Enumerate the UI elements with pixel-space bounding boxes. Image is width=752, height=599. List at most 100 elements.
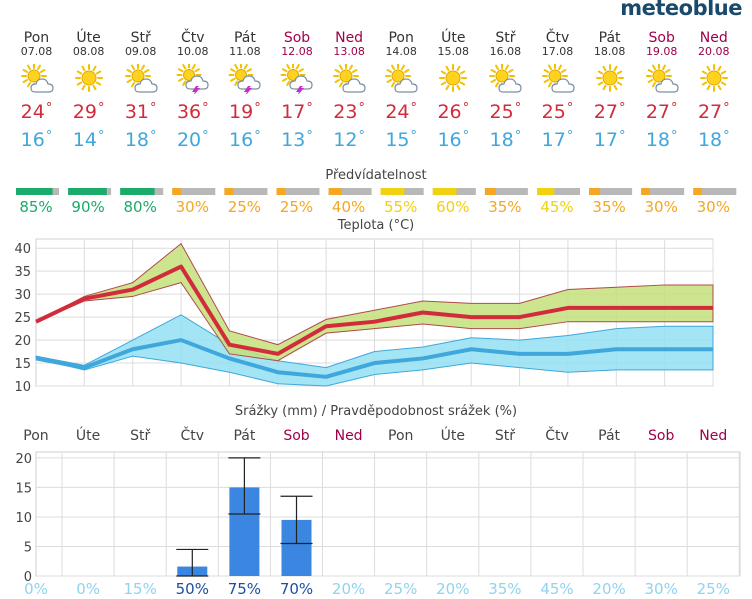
max-temperature-value: 27	[645, 101, 671, 123]
temperature-tick-label: 35	[14, 265, 31, 280]
min-temperature: 20°	[167, 129, 219, 151]
precipitation-tick-label: 5	[24, 540, 32, 555]
predictability-value: 55%	[384, 198, 417, 216]
day-date: 13.08	[333, 45, 365, 58]
day-date: 16.08	[489, 45, 522, 58]
day-column-7[interactable]: Pon 14.08 24° 15°	[375, 30, 427, 151]
day-column-6[interactable]: Ned 13.08 23° 12°	[323, 30, 375, 151]
day-column-9[interactable]: Stř 16.08 25° 18°	[479, 30, 531, 151]
max-temperature: 24°	[375, 101, 427, 123]
day-column-5[interactable]: Sob 12.08 17° 13°	[271, 30, 323, 151]
precipitation-probability: 0%	[24, 580, 48, 598]
day-column-0[interactable]: Pon 07.08 24° 16°	[11, 30, 63, 151]
precipitation-day-label: Sob	[648, 428, 674, 444]
predictability-value: 30%	[176, 198, 209, 216]
precipitation-probability: 45%	[540, 580, 573, 598]
predictability-value: 90%	[71, 198, 104, 216]
degree-sign: °	[150, 101, 157, 116]
precipitation-day-label: Čtv	[181, 426, 205, 444]
day-name: Pát	[233, 30, 256, 46]
min-temperature: 15°	[375, 129, 427, 151]
degree-sign: °	[671, 101, 678, 116]
predictability-value: 30%	[645, 198, 678, 216]
min-temperature-value: 17	[541, 129, 566, 151]
degree-sign: °	[671, 129, 678, 144]
day-date: 19.08	[645, 45, 678, 58]
min-temperature-value: 18	[489, 129, 514, 151]
day-column-2[interactable]: Stř 09.08 31° 18°	[115, 30, 167, 151]
min-temperature: 16°	[427, 129, 479, 151]
max-temperature-value: 17	[281, 101, 306, 123]
day-column-13[interactable]: Ned 20.08 27° 18°	[688, 30, 740, 151]
day-name: Úte	[76, 30, 101, 46]
max-temperature-band	[35, 242, 714, 362]
temperature-tick-label: 10	[14, 380, 31, 394]
max-temperature-value: 24	[385, 101, 410, 123]
precipitation-day-label: Úte	[76, 426, 100, 444]
day-name: Pon	[388, 30, 414, 46]
max-temperature-value: 24	[20, 101, 45, 123]
degree-sign: °	[202, 101, 209, 116]
day-column-3[interactable]: Čtv 10.08 36° 20°	[167, 30, 219, 151]
day-name: Sob	[283, 30, 311, 46]
predictability-title: Předvídatelnost	[325, 168, 427, 183]
predictability-fill	[276, 188, 286, 195]
predictability-fill	[589, 188, 600, 195]
day-column-8[interactable]: Úte 15.08 26° 16°	[427, 30, 479, 151]
precipitation-day-label: Čtv	[545, 426, 569, 444]
day-column-4[interactable]: Pát 11.08 19° 16°	[219, 30, 271, 151]
predictability-bars: 85% 90% 80% 30% 25% 25% 40% 55% 60% 35% 45% 35% 30% 3…	[16, 188, 737, 216]
day-column-1[interactable]: Úte 08.08 29° 14°	[63, 30, 115, 151]
day-date: 14.08	[385, 45, 417, 58]
precipitation-probability: 35%	[488, 580, 521, 598]
sun-cloud-icon	[384, 63, 418, 94]
max-temperature: 27°	[636, 101, 688, 123]
predictability-value: 40%	[332, 198, 365, 216]
min-temperature-value: 18	[124, 129, 150, 151]
predictability-track	[693, 188, 737, 195]
precipitation-tick-label: 10	[15, 511, 32, 526]
predictability-track	[224, 188, 268, 195]
thunderstorm-icon	[228, 62, 262, 96]
day-date: 12.08	[281, 45, 313, 58]
precipitation-day-label: Ned	[335, 428, 363, 444]
max-temperature: 25°	[532, 101, 584, 123]
predictability-fill	[68, 188, 107, 195]
sun-cloud-icon	[332, 63, 366, 94]
predictability-fill	[120, 188, 155, 195]
max-temperature: 29°	[63, 101, 115, 123]
precipitation-probability: 20%	[436, 580, 469, 598]
sun-icon	[72, 64, 106, 94]
max-temperature: 25°	[479, 101, 531, 123]
min-temperature: 16°	[219, 129, 271, 151]
min-temperature: 18°	[688, 129, 740, 151]
predictability-track	[328, 188, 372, 195]
max-temperature-value: 31	[124, 101, 150, 123]
day-column-12[interactable]: Sob 19.08 27° 18°	[636, 30, 688, 151]
day-date: 20.08	[698, 45, 730, 58]
precipitation-title: Srážky (mm) / Pravděpodobnost srážek (%)	[234, 404, 518, 419]
precipitation-probability: 70%	[280, 580, 313, 598]
min-temperature-value: 16	[229, 129, 254, 151]
max-temperature: 36°	[167, 101, 219, 123]
day-date: 08.08	[72, 45, 105, 58]
sun-icon	[697, 64, 731, 94]
precipitation-tick-label: 20	[15, 452, 32, 467]
min-temperature: 18°	[636, 129, 688, 151]
meteoblue-logo[interactable]: meteoblue	[620, 0, 742, 20]
degree-sign: °	[618, 101, 626, 116]
precipitation-probability: 25%	[384, 580, 417, 598]
max-temperature-value: 25	[489, 101, 514, 123]
day-column-11[interactable]: Pát 18.08 27° 17°	[584, 30, 636, 151]
degree-sign: °	[254, 129, 261, 144]
predictability-fill	[172, 188, 181, 195]
day-columns: Pon 07.08 24° 16° Úte 08.08 29° 14° Stř 09.08 31° 1…	[10, 30, 752, 160]
max-temperature-value: 27	[697, 101, 723, 123]
day-date: 15.08	[437, 45, 470, 58]
day-column-10[interactable]: Čtv 17.08 25° 17°	[532, 30, 584, 151]
predictability-value: 25%	[228, 198, 261, 216]
predictability-track	[276, 188, 320, 195]
day-date: 11.08	[229, 45, 261, 58]
temperature-tick-label: 25	[14, 311, 31, 326]
day-date: 10.08	[177, 45, 209, 58]
